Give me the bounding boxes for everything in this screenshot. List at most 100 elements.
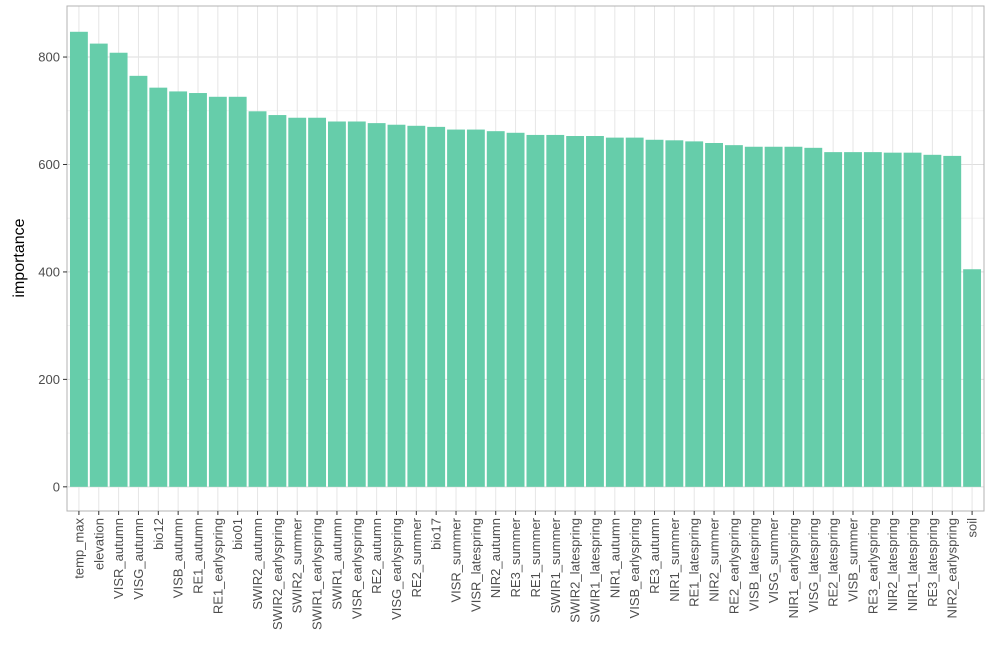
x-tick-label: RE1_summer [528,517,543,597]
bar-SWIR2_autumn [248,111,267,487]
x-tick-label: VISR_summer [449,517,464,602]
x-tick-label: VISR_autumn [111,518,126,599]
x-tick-label: SWIR1_autumn [329,518,344,610]
x-tick-label: RE2_autumn [369,518,384,594]
bar-SWIR2_summer [288,117,307,487]
y-tick-label: 800 [38,50,60,65]
x-axis: temp_max elevation VISR_autumn VISG_autumn b… [71,511,980,630]
x-tick-label: NIR2_earlyspring [945,518,960,618]
bar-VISG_earlyspring [387,124,406,487]
bar-VISG_latespring [804,147,823,487]
bar-NIR2_earlyspring [943,155,962,487]
bar-VISG_autumn [129,75,148,487]
y-tick-label: 600 [38,157,60,172]
bar-SWIR1_earlyspring [308,117,327,487]
bar-RE1_summer [526,134,545,487]
x-tick-label: RE2_latespring [826,518,841,607]
bar-RE3_earlyspring [863,152,882,487]
bar-NIR1_latespring [903,152,922,487]
panel-border [66,5,985,512]
x-tick-label: VISR_earlyspring [349,518,364,619]
x-tick-label: RE3_earlyspring [865,518,880,614]
x-tick-label: VISR_latespring [468,518,483,612]
bar-soil [963,269,982,487]
bar-SWIR2_latespring [566,136,585,487]
x-tick-label: RE2_summer [409,517,424,597]
x-tick-label: RE2_earlyspring [726,518,741,614]
x-tick-label: VISG_latespring [806,518,821,613]
bar-bio01 [228,96,247,487]
x-tick-label: SWIR2_summer [290,517,305,613]
bar-RE3_autumn [645,139,664,487]
bar-SWIR2_earlyspring [268,115,287,487]
x-tick-label: RE1_latespring [687,518,702,607]
bar-RE3_latespring [923,154,942,487]
x-tick-label: NIR1_latespring [905,518,920,611]
x-tick-label: elevation [91,518,106,570]
x-tick-label: SWIR1_summer [548,517,563,613]
bar-RE2_summer [407,125,426,487]
bar-RE3_summer [506,132,525,487]
y-axis: 0 200 400 600 800 [38,50,67,494]
bar-VISR_latespring [466,129,485,487]
bar-VISG_summer [764,146,783,487]
bar-VISR_earlyspring [347,121,366,487]
x-tick-label: NIR1_autumn [607,518,622,598]
bar-VISB_summer [844,152,862,487]
bar-NIR1_autumn [605,137,624,487]
bar-VISB_autumn [169,91,188,487]
bar-NIR1_earlyspring [784,146,803,487]
y-tick-label: 200 [38,372,60,387]
bar-VISR_summer [447,129,465,487]
bar-VISB_latespring [744,146,763,487]
x-tick-label: SWIR1_latespring [587,518,602,623]
x-tick-label: VISG_summer [766,517,781,603]
bar-NIR2_summer [705,142,723,487]
x-tick-label: VISB_earlyspring [627,518,642,618]
bar-RE1_latespring [685,141,704,487]
y-tick-label: 0 [53,479,60,494]
x-tick-label: SWIR2_latespring [568,518,583,623]
bar-SWIR1_latespring [586,136,604,487]
x-tick-label: NIR2_latespring [885,518,900,611]
bar-RE2_earlyspring [724,145,743,487]
bar-SWIR1_autumn [328,121,346,487]
bar-NIR1_summer [665,140,684,487]
x-tick-label: RE1_earlyspring [210,518,225,614]
x-tick-label: soil [965,518,980,538]
x-tick-label: NIR1_summer [667,517,682,601]
bar-temp_max [69,31,88,487]
x-tick-label: NIR2_autumn [488,518,503,598]
bar-RE1_autumn [189,93,207,487]
bar-bio17 [427,126,446,487]
x-tick-label: RE3_autumn [647,518,662,594]
bars [69,31,982,487]
x-tick-label: VISB_summer [846,517,861,601]
bar-SWIR1_summer [546,134,565,487]
bar-RE2_latespring [824,152,843,487]
x-tick-label: RE3_latespring [925,518,940,607]
x-tick-label: VISG_earlyspring [389,518,404,620]
x-tick-label: temp_max [71,518,86,579]
x-tick-label: VISB_autumn [171,518,186,598]
x-tick-label: VISG_autumn [131,518,146,600]
bar-NIR2_autumn [486,131,505,487]
bar-VISB_earlyspring [625,137,644,487]
x-tick-label: RE1_autumn [191,518,206,594]
x-tick-label: VISB_latespring [746,518,761,611]
y-tick-label: 400 [38,264,60,279]
x-tick-label: bio17 [429,518,444,550]
y-axis-title: importance [11,218,28,297]
x-tick-label: NIR2_summer [707,517,722,601]
bar-NIR2_latespring [883,152,902,487]
x-tick-label: RE3_summer [508,517,523,597]
x-tick-label: NIR1_earlyspring [786,518,801,618]
x-tick-label: SWIR2_autumn [250,518,265,610]
bar-bio12 [149,87,168,487]
x-tick-label: SWIR1_earlyspring [310,518,325,630]
x-tick-label: bio12 [151,518,166,550]
bar-RE1_earlyspring [208,96,227,487]
x-tick-label: bio01 [230,518,245,550]
bar-VISR_autumn [109,52,128,487]
